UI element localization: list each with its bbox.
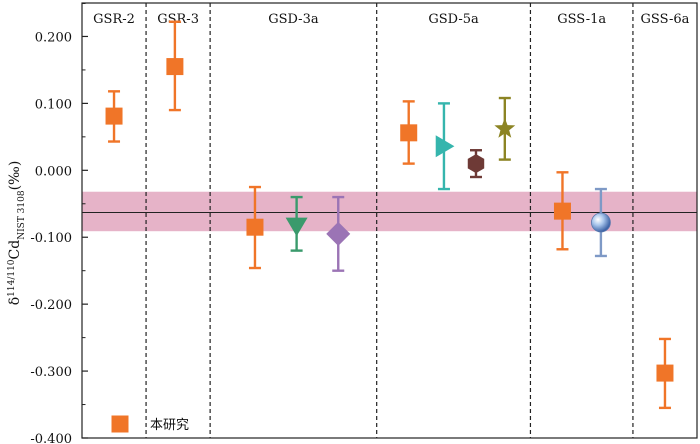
y-axis-title-sub: NIST 3108 xyxy=(17,190,27,240)
y-tick-label: 0.000 xyxy=(35,164,72,179)
y-tick-label: -0.200 xyxy=(30,298,72,313)
group-label: GSR-3 xyxy=(157,12,199,27)
data-point-gsd-5a-star xyxy=(494,117,516,138)
group-label: GSR-2 xyxy=(93,12,135,27)
y-tick-label: -0.300 xyxy=(30,365,72,380)
data-point-gss-1a-square xyxy=(553,202,571,220)
y-tick-label: 0.200 xyxy=(35,30,72,45)
data-point-gsd-5a-hexagon xyxy=(467,154,485,174)
y-tick-label: 0.100 xyxy=(35,97,72,112)
data-point-gsd-3a-triangle-down xyxy=(285,217,308,237)
data-point-gss-1a-sphere xyxy=(591,212,611,233)
data-point-gsr-3-square xyxy=(166,58,184,76)
data-point-gss-6a-square xyxy=(656,364,674,382)
data-point-gsd-5a-triangle-right xyxy=(435,135,455,158)
group-label: GSS-1a xyxy=(557,12,606,27)
y-axis-title-prefix: δ xyxy=(7,297,23,305)
plot-frame xyxy=(81,2,698,439)
legend-label: 本研究 xyxy=(150,418,189,433)
data-point-gsd-3a-square xyxy=(246,218,264,236)
y-tick-label: -0.400 xyxy=(30,432,72,444)
data-point-gsd-5a-square xyxy=(400,124,418,142)
y-axis-title-sup: 114/110 xyxy=(7,259,17,297)
legend-marker xyxy=(111,415,129,433)
y-tick-label: -0.100 xyxy=(30,231,72,246)
group-label: GSD-3a xyxy=(268,12,319,27)
data-point-gsr-2-square xyxy=(105,107,123,125)
group-label: GSD-5a xyxy=(428,12,479,27)
y-axis-title-suffix: (‰) xyxy=(7,161,23,191)
data-point-gsd-3a-diamond xyxy=(326,221,351,246)
group-label: GSS-6a xyxy=(641,12,690,27)
y-axis-title-main: Cd xyxy=(7,240,23,260)
y-axis-title: δ114/110CdNIST 3108(‰) xyxy=(7,161,27,306)
